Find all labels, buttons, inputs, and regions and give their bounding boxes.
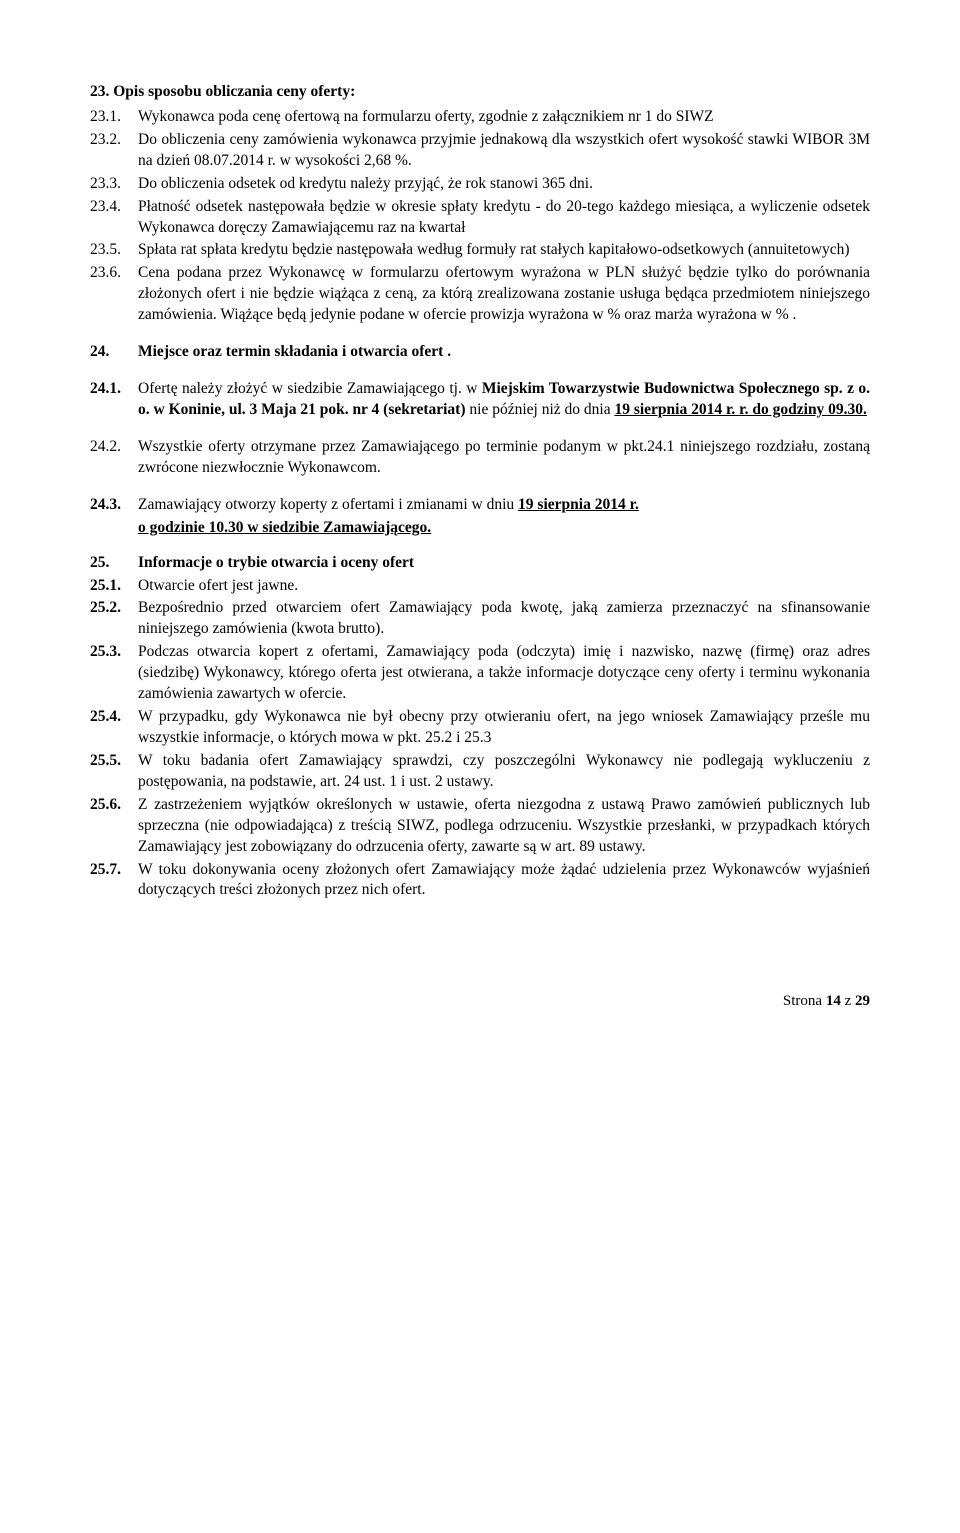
clause-body: Do obliczenia ceny zamówienia wykonawca … xyxy=(138,130,870,172)
clause-body: Do obliczenia odsetek od kredytu należy … xyxy=(138,174,870,195)
clause-body: Cena podana przez Wykonawcę w formularzu… xyxy=(138,263,870,326)
text-underline: 19 sierpnia 2014 r. xyxy=(518,496,639,513)
footer-total: 29 xyxy=(855,993,870,1009)
clause-num: 24.3. xyxy=(90,495,138,516)
clause-body: Wykonawca poda cenę ofertową na formular… xyxy=(138,107,870,128)
clause-25-7: 25.7. W toku dokonywania oceny złożonych… xyxy=(90,860,870,902)
clause-body: Spłata rat spłata kredytu będzie następo… xyxy=(138,240,870,261)
clause-num: 23.2. xyxy=(90,130,138,172)
section-25-heading: 25. Informacje o trybie otwarcia i oceny… xyxy=(90,553,870,574)
clause-num: 23.3. xyxy=(90,174,138,195)
clause-23-2: 23.2. Do obliczenia ceny zamówienia wyko… xyxy=(90,130,870,172)
clause-body: Podczas otwarcia kopert z ofertami, Zama… xyxy=(138,642,870,705)
clause-num: 25.6. xyxy=(90,795,138,858)
clause-body: W toku badania ofert Zamawiający sprawdz… xyxy=(138,751,870,793)
clause-25-6: 25.6. Z zastrzeżeniem wyjątków określony… xyxy=(90,795,870,858)
clause-body: Zamawiający otworzy koperty z ofertami i… xyxy=(138,495,870,516)
clause-num: 23.5. xyxy=(90,240,138,261)
clause-25-2: 25.2. Bezpośrednio przed otwarciem ofert… xyxy=(90,598,870,640)
clause-body: Płatność odsetek następowała będzie w ok… xyxy=(138,197,870,239)
clause-24-3: 24.3. Zamawiający otworzy koperty z ofer… xyxy=(90,495,870,516)
clause-num: 25.4. xyxy=(90,707,138,749)
clause-23-5: 23.5. Spłata rat spłata kredytu będzie n… xyxy=(90,240,870,261)
heading-num: 24. xyxy=(90,342,138,363)
section-24-heading: 24. Miejsce oraz termin składania i otwa… xyxy=(90,342,870,363)
clause-23-6: 23.6. Cena podana przez Wykonawcę w form… xyxy=(90,263,870,326)
clause-body: Z zastrzeżeniem wyjątków określonych w u… xyxy=(138,795,870,858)
clause-25-3: 25.3. Podczas otwarcia kopert z ofertami… xyxy=(90,642,870,705)
page-footer: Strona 14 z 29 xyxy=(90,991,870,1011)
footer-of: z xyxy=(841,993,855,1009)
footer-page: 14 xyxy=(826,993,841,1009)
footer-label: Strona xyxy=(783,993,826,1009)
heading-num: 25. xyxy=(90,553,138,574)
clause-24-3-line2: o godzinie 10.30 w siedzibie Zamawiające… xyxy=(138,518,870,539)
clause-body: Bezpośrednio przed otwarciem ofert Zamaw… xyxy=(138,598,870,640)
clause-body: Otwarcie ofert jest jawne. xyxy=(138,576,870,597)
clause-25-4: 25.4. W przypadku, gdy Wykonawca nie był… xyxy=(90,707,870,749)
clause-25-5: 25.5. W toku badania ofert Zamawiający s… xyxy=(90,751,870,793)
clause-num: 23.1. xyxy=(90,107,138,128)
heading-text: Miejsce oraz termin składania i otwarcia… xyxy=(138,342,870,363)
text-part: Ofertę należy złożyć w siedzibie Zamawia… xyxy=(138,380,482,397)
clause-num: 25.1. xyxy=(90,576,138,597)
clause-23-3: 23.3. Do obliczenia odsetek od kredytu n… xyxy=(90,174,870,195)
clause-body: W toku dokonywania oceny złożonych ofert… xyxy=(138,860,870,902)
clause-num: 25.3. xyxy=(90,642,138,705)
clause-24-1: 24.1. Ofertę należy złożyć w siedzibie Z… xyxy=(90,379,870,421)
clause-body: Ofertę należy złożyć w siedzibie Zamawia… xyxy=(138,379,870,421)
clause-num: 23.6. xyxy=(90,263,138,326)
clause-num: 23.4. xyxy=(90,197,138,239)
clause-num: 24.1. xyxy=(90,379,138,421)
clause-body: Wszystkie oferty otrzymane przez Zamawia… xyxy=(138,437,870,479)
clause-body: W przypadku, gdy Wykonawca nie był obecn… xyxy=(138,707,870,749)
clause-23-4: 23.4. Płatność odsetek następowała będzi… xyxy=(90,197,870,239)
clause-num: 24.2. xyxy=(90,437,138,479)
heading-text: Informacje o trybie otwarcia i oceny ofe… xyxy=(138,553,870,574)
clause-num: 25.5. xyxy=(90,751,138,793)
clause-25-1: 25.1. Otwarcie ofert jest jawne. xyxy=(90,576,870,597)
clause-num: 25.7. xyxy=(90,860,138,902)
text-underline: 19 sierpnia 2014 r. r. do godziny 09.30. xyxy=(614,401,866,418)
clause-num: 25.2. xyxy=(90,598,138,640)
clause-24-2: 24.2. Wszystkie oferty otrzymane przez Z… xyxy=(90,437,870,479)
text-part: nie później niż do dnia xyxy=(466,401,615,418)
clause-23-1: 23.1. Wykonawca poda cenę ofertową na fo… xyxy=(90,107,870,128)
text-underline: o godzinie 10.30 w siedzibie Zamawiające… xyxy=(138,519,431,536)
section-23-heading: 23. Opis sposobu obliczania ceny oferty: xyxy=(90,82,870,103)
text-part: Zamawiający otworzy koperty z ofertami i… xyxy=(138,496,518,513)
